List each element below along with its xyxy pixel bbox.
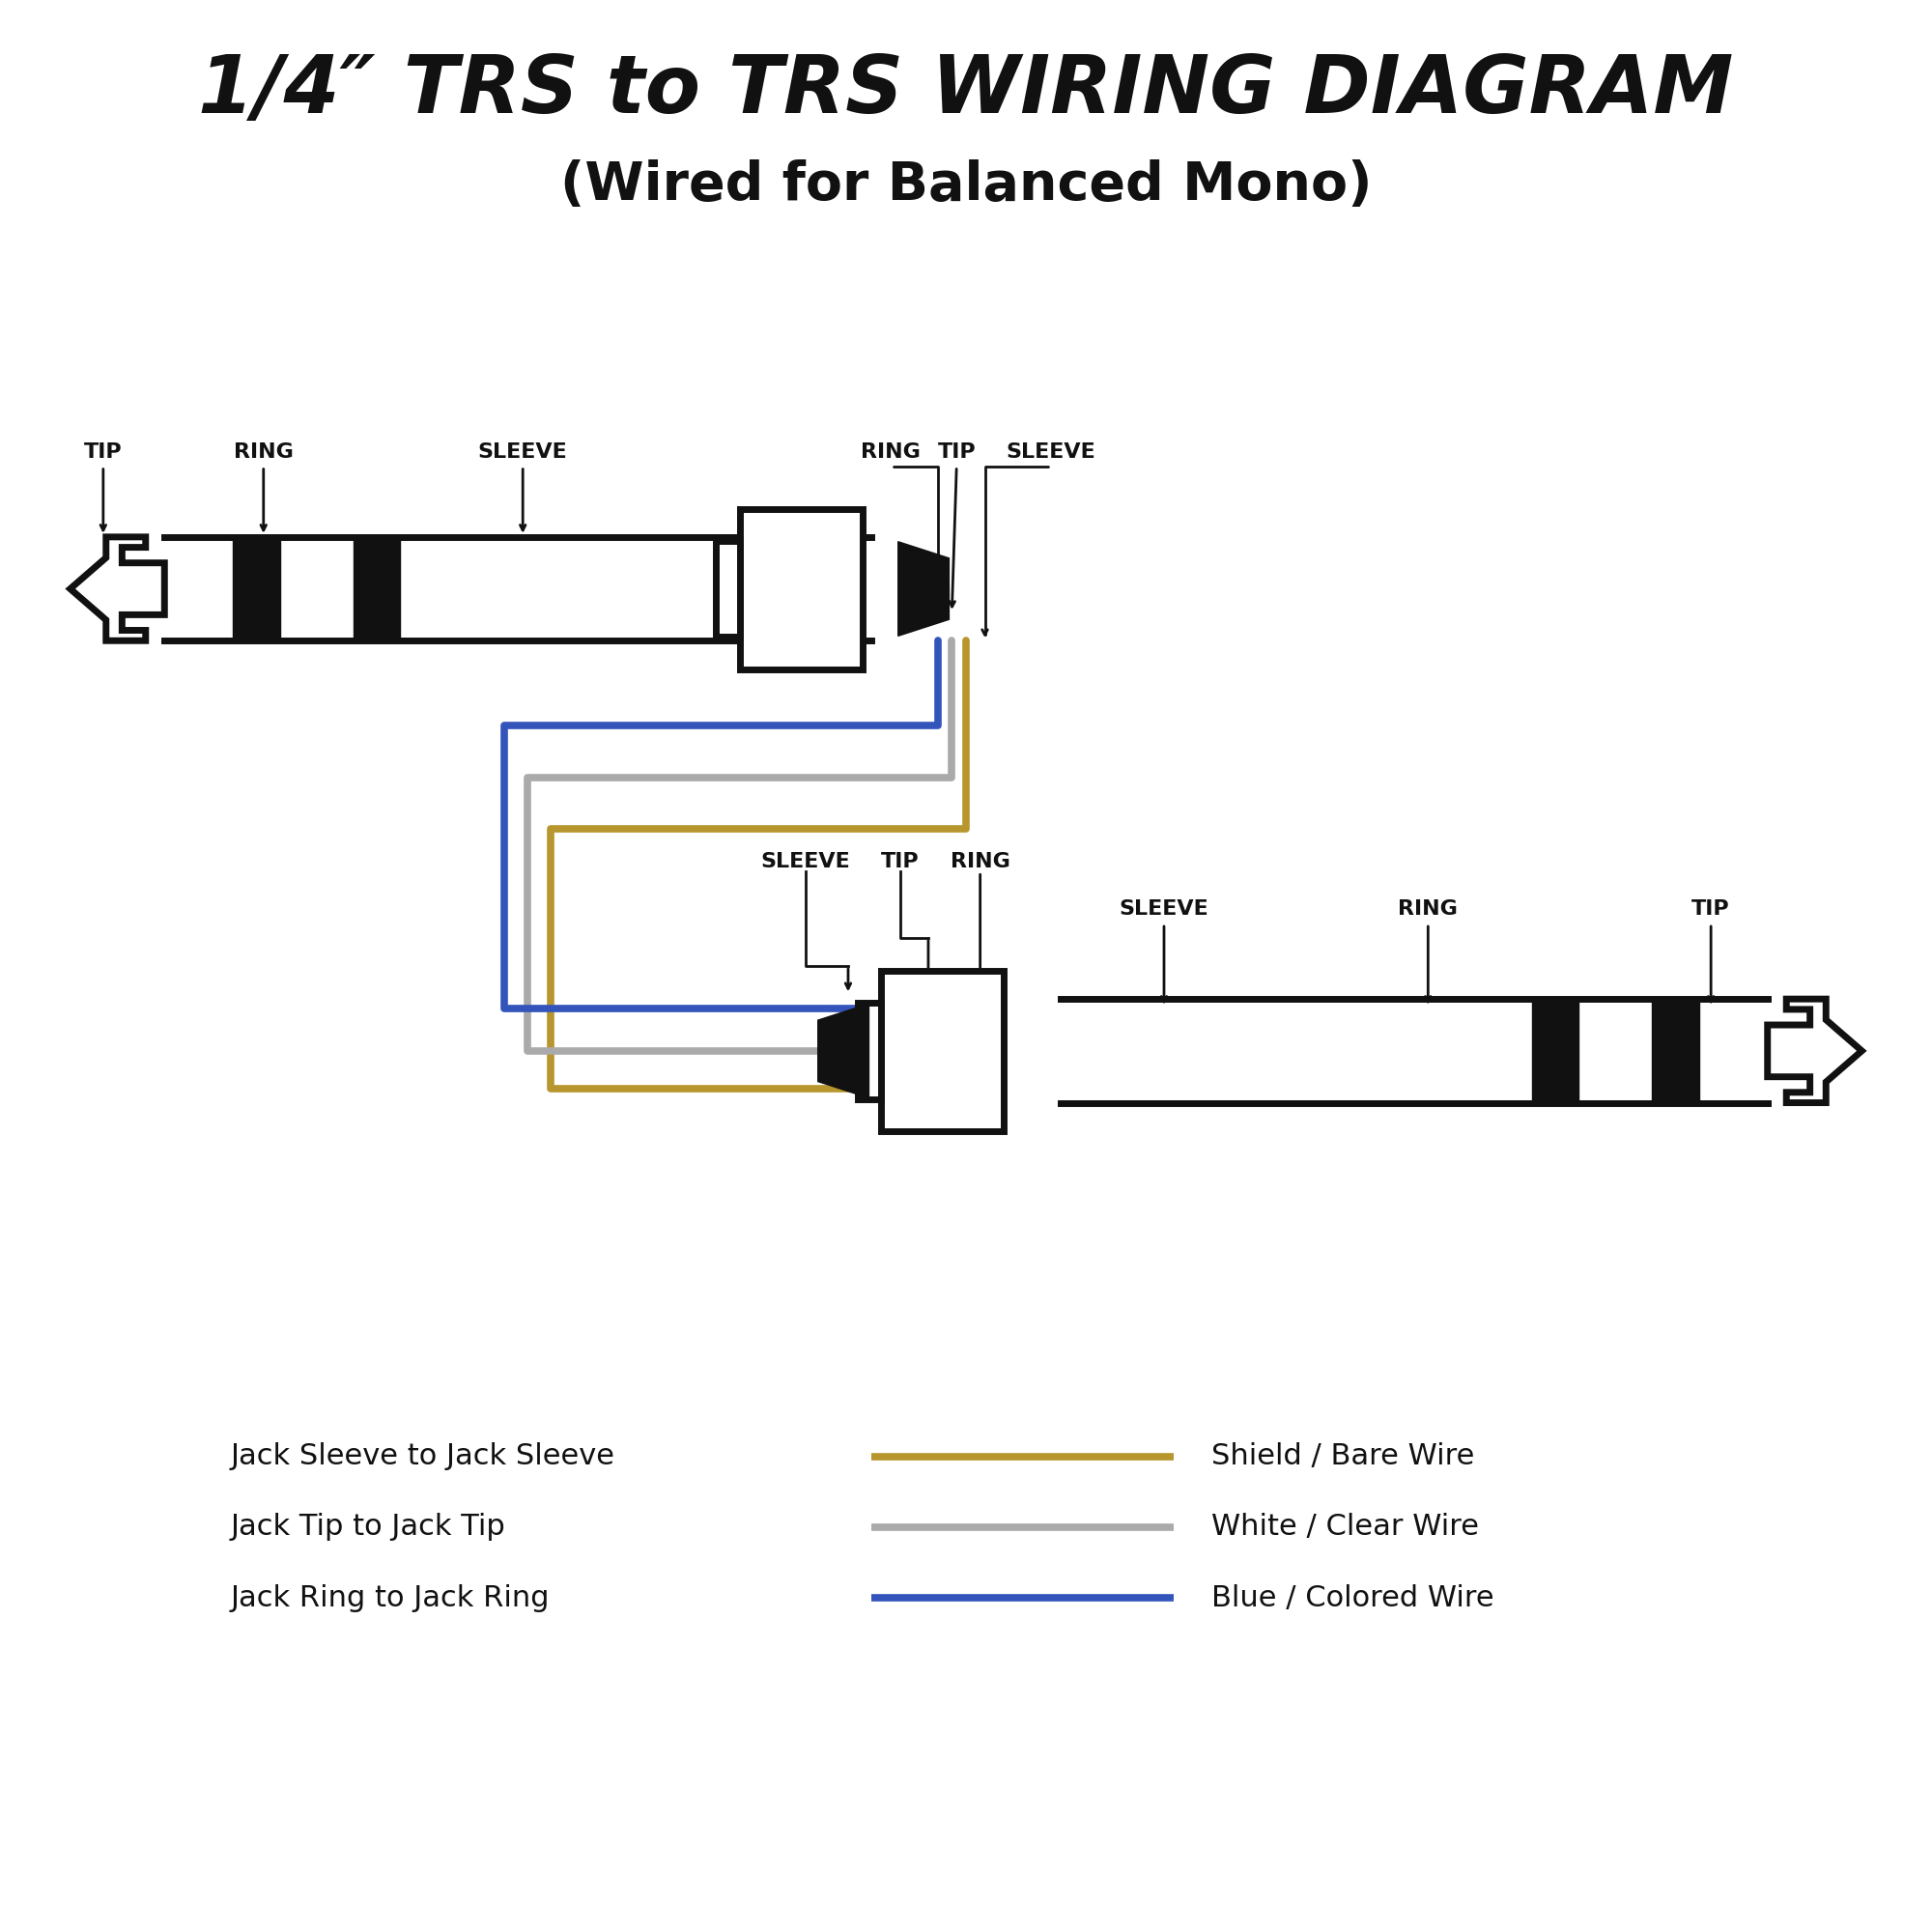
Bar [717, 541, 740, 638]
Text: TIP: TIP [85, 442, 122, 462]
Polygon shape [817, 1005, 869, 1097]
Text: TIP: TIP [881, 852, 920, 871]
Text: SLEEVE: SLEEVE [761, 852, 850, 871]
Text: Jack Tip to Jack Tip: Jack Tip to Jack Tip [230, 1513, 506, 1542]
Text: SLEEVE: SLEEVE [1119, 900, 1209, 920]
Text: White / Clear Wire: White / Clear Wire [1211, 1513, 1478, 1542]
Text: RING: RING [951, 852, 1010, 871]
Text: Jack Sleeve to Jack Sleeve: Jack Sleeve to Jack Sleeve [230, 1443, 614, 1470]
Text: SLEEVE: SLEEVE [1007, 442, 1095, 462]
Text: 1/4″ TRS to TRS WIRING DIAGRAM: 1/4″ TRS to TRS WIRING DIAGRAM [199, 52, 1733, 129]
Text: SLEEVE: SLEEVE [477, 442, 568, 462]
Bar [858, 1003, 881, 1099]
Text: RING: RING [860, 442, 920, 462]
Bar [740, 508, 862, 668]
Text: TIP: TIP [1692, 900, 1729, 920]
Bar [354, 537, 400, 641]
Text: Blue / Colored Wire: Blue / Colored Wire [1211, 1584, 1493, 1611]
Text: (Wired for Balanced Mono): (Wired for Balanced Mono) [560, 160, 1372, 213]
Bar [881, 970, 1005, 1130]
Polygon shape [898, 541, 949, 636]
Bar [234, 537, 280, 641]
Bar [1532, 999, 1578, 1103]
Text: Jack Ring to Jack Ring: Jack Ring to Jack Ring [230, 1584, 551, 1611]
Bar [1652, 999, 1698, 1103]
Text: RING: RING [1399, 900, 1459, 920]
Text: TIP: TIP [937, 442, 976, 462]
Text: Shield / Bare Wire: Shield / Bare Wire [1211, 1443, 1474, 1470]
Text: RING: RING [234, 442, 294, 462]
